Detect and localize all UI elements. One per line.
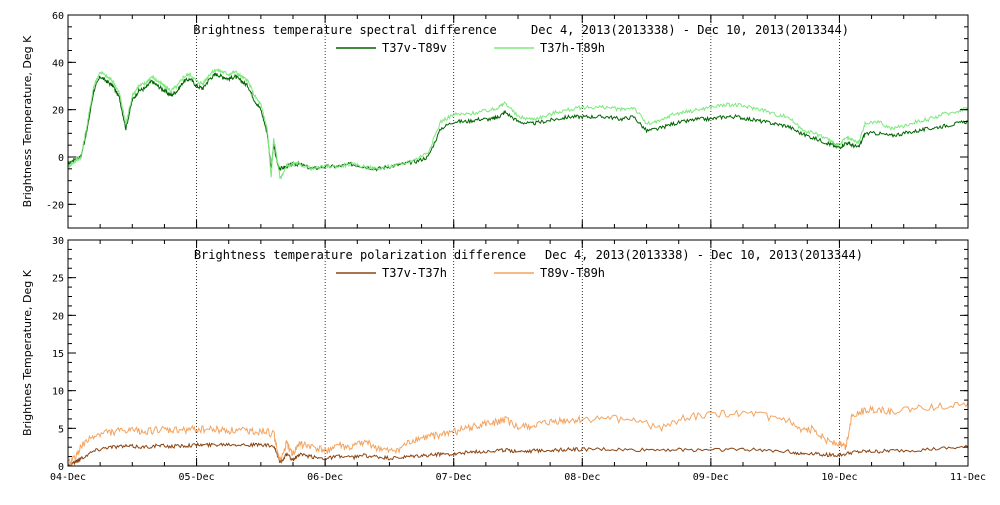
y-tick-label: 10 [52, 387, 64, 398]
y-tick-label: 0 [58, 153, 64, 164]
y-tick-label: 0 [58, 462, 64, 473]
y-axis-title: Brightnes Temperature, Deg K [21, 269, 34, 436]
y-tick-label: -20 [46, 200, 64, 211]
y-tick-label: 15 [52, 349, 64, 360]
chart-panel-2: 0 5 10 15 20 25 30 04-Dec 05-Dec 06-Dec 07-Dec 08-D… [21, 236, 986, 483]
plot-frame [67, 239, 969, 467]
y-tick-label: 20 [52, 311, 64, 322]
x-tick-label: 08-Dec [564, 472, 600, 483]
y-tick-label: 25 [52, 274, 64, 285]
chart-title: Brightness temperature polarization diff… [194, 248, 526, 262]
legend-label: T37h-T89h [540, 41, 605, 55]
legend-label: T37v-T89v [382, 41, 447, 55]
y-tick-label: 5 [58, 424, 64, 435]
x-tick-label: 09-Dec [693, 472, 729, 483]
x-tick-label: 04-Dec [50, 472, 86, 483]
y-tick-label: 60 [52, 11, 64, 22]
series-line-T37v-T89v [68, 71, 968, 172]
y-axis-title: Brightness Temperature, Deg K [21, 35, 34, 207]
plot-frame [67, 14, 969, 229]
y-tick-label: 30 [52, 236, 64, 247]
chart-subtitle: Dec 4, 2013(2013338) - Dec 10, 2013(2013… [531, 23, 849, 37]
series-line-T37h-T89h [68, 68, 968, 181]
series-line-T89v-T89h [68, 401, 968, 466]
x-tick-label: 10-Dec [821, 472, 857, 483]
x-tick-label: 11-Dec [950, 472, 986, 483]
chart-subtitle: Dec 4, 2013(2013338) - Dec 10, 2013(2013… [545, 248, 863, 262]
x-tick-label: 05-Dec [179, 472, 215, 483]
y-tick-label: 20 [52, 106, 64, 117]
x-tick-label: 06-Dec [307, 472, 343, 483]
legend-label: T37v-T37h [382, 266, 447, 280]
chart-panel-1: -20 0 20 40 60 Brightness Temperature, Deg K B… [21, 11, 969, 229]
series-line-T37v-T37h [68, 441, 968, 466]
y-tick-label: 40 [52, 58, 64, 69]
chart-title: Brightness temperature spectral differen… [193, 23, 496, 37]
legend-label: T89v-T89h [540, 266, 605, 280]
x-tick-label: 07-Dec [436, 472, 472, 483]
